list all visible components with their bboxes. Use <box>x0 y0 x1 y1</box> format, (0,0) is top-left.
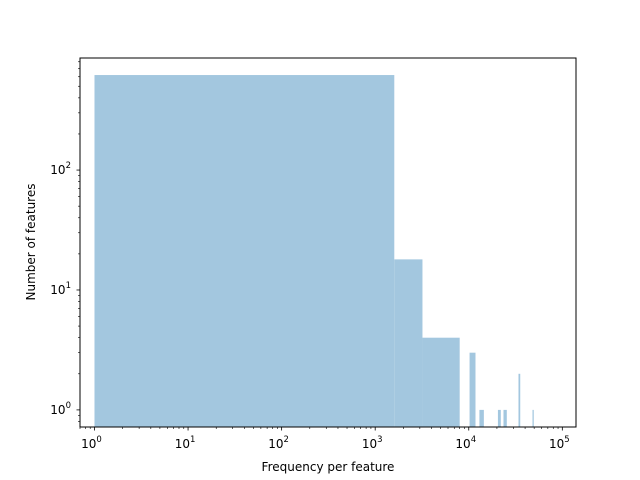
x-tick-label-3: 103 <box>362 435 383 451</box>
histogram-bar-4 <box>479 409 484 427</box>
x-axis-ticks: 100 101 102 103 104 105 <box>79 427 570 451</box>
histogram-bar-2 <box>422 337 460 427</box>
y-tick-label-1: 101 <box>50 281 71 297</box>
plot-frame <box>79 57 577 428</box>
x-tick-label-0: 100 <box>81 435 102 451</box>
histogram-bar-6 <box>503 409 507 427</box>
x-tick-label-5: 105 <box>549 435 570 451</box>
histogram-bar-5 <box>497 409 501 427</box>
y-axis-label: Number of features <box>24 184 38 301</box>
histogram-bar-1 <box>394 259 423 427</box>
histogram-bar-7 <box>518 373 521 427</box>
x-tick-label-2: 102 <box>268 435 289 451</box>
x-tick-label-4: 104 <box>455 435 476 451</box>
x-axis-label: Frequency per feature <box>262 460 395 474</box>
histogram-bar-3 <box>469 352 476 427</box>
y-axis-ticks: 100 101 102 <box>50 61 80 422</box>
histogram-bar-8 <box>532 409 534 427</box>
y-tick-label-2: 102 <box>50 161 71 177</box>
x-tick-label-1: 101 <box>175 435 196 451</box>
y-tick-label-0: 100 <box>50 401 71 417</box>
bars-layer <box>94 75 534 427</box>
histogram-bar-0 <box>94 75 395 427</box>
